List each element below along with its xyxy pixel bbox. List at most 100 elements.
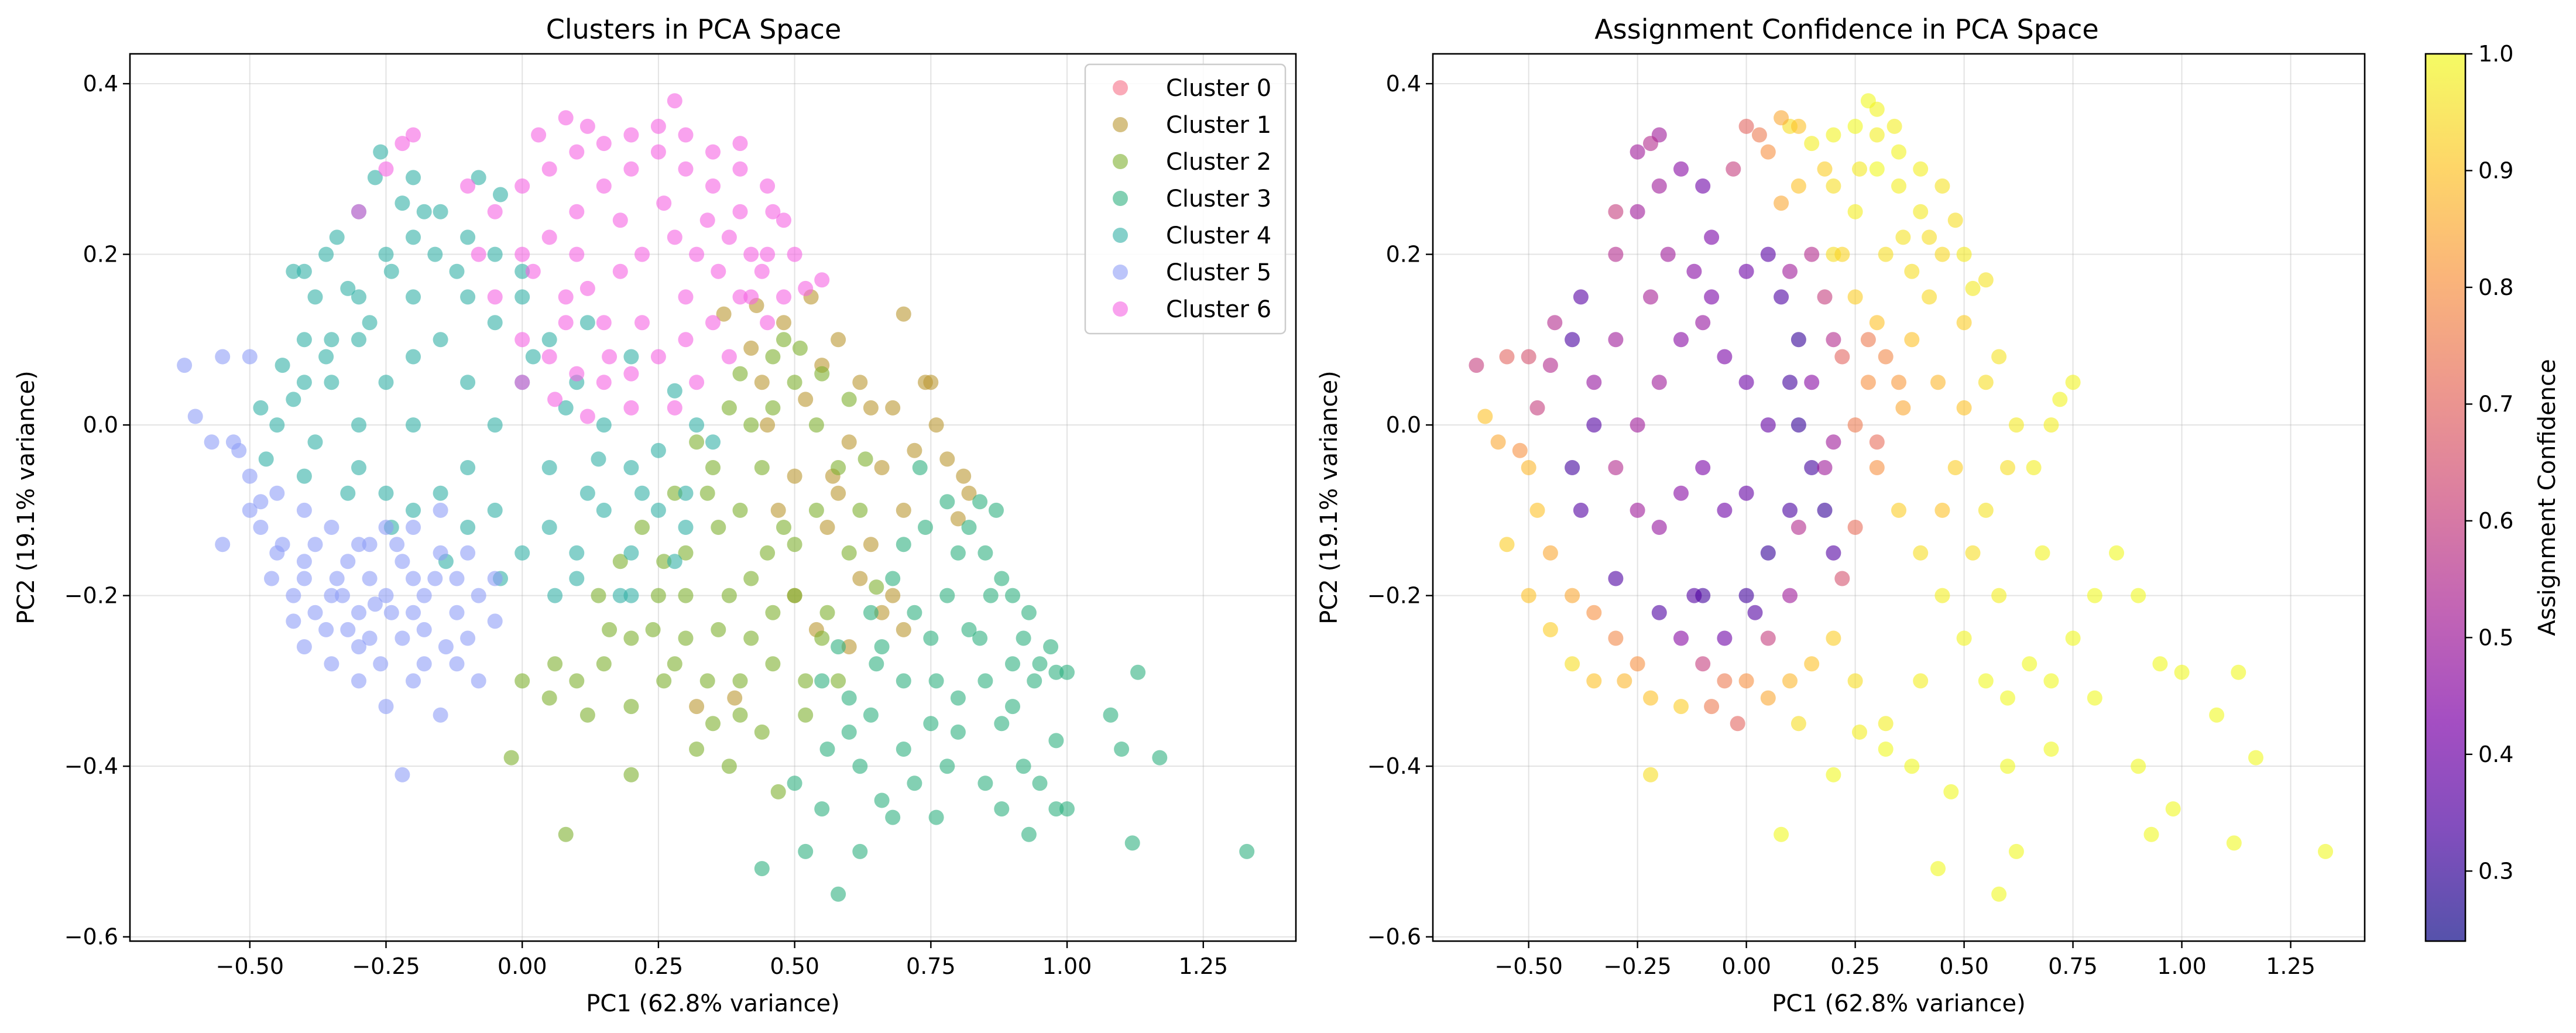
confidence-point [1630,204,1645,219]
confidence-point [1826,434,1841,450]
cluster-3-point [1048,733,1064,749]
cluster-6-point [776,289,791,305]
confidence-point [1947,212,1963,228]
cluster-5-point [373,656,389,672]
confidence-x-tick-label: −0.50 [1494,953,1562,979]
cluster-3-point [994,801,1010,817]
cluster-6-point [760,246,776,262]
cluster-2-point [667,485,682,501]
confidence-point [1826,630,1841,646]
cluster-3-point [896,673,911,689]
cluster-6-point [541,349,557,365]
confidence-point [1934,502,1950,518]
cluster-2-point [831,673,846,689]
confidence-point [1804,656,1820,672]
confidence-point [1512,442,1528,458]
cluster-6-point [623,127,639,143]
cluster-2-point [760,545,776,561]
cluster-3-point [912,460,928,475]
cluster-6-point [743,246,759,262]
cluster-3-point [852,759,868,774]
confidence-point [1774,195,1789,211]
cluster-5-point [215,537,231,552]
clusters-y-tick-label: −0.4 [64,753,118,779]
cluster-6-point [721,229,737,245]
confidence-point [1891,144,1906,160]
confidence-point [1978,502,1994,518]
cluster-2-point [591,588,606,603]
confidence-point [1717,349,1733,365]
clusters-x-tick-label: 0.50 [770,953,819,979]
cluster-5-point [406,520,421,535]
colorbar-frame [2424,53,2467,942]
cluster-2-point [819,605,835,620]
cluster-3-point [1027,673,1042,689]
cluster-4-point [351,417,366,433]
clusters-y-tick-label: 0.4 [83,71,118,97]
cluster-6-point [787,246,802,262]
cluster-6-point [623,400,639,416]
cluster-5-point [427,571,443,586]
legend-label-cluster-5: Cluster 5 [1166,259,1271,286]
cluster-2-point [612,554,628,569]
cluster-5-point [351,605,366,620]
cluster-4-point [406,502,421,518]
confidence-point [1695,315,1711,331]
cluster-6-point [547,392,563,407]
cluster-4-point [514,263,530,279]
cluster-2-point [743,630,759,646]
confidence-point [1542,545,1558,561]
confidence-y-tick-label: −0.2 [1367,583,1421,609]
cluster-4-point [253,400,269,416]
confidence-point [1617,673,1632,689]
cluster-3-point [939,588,955,603]
cluster-3-point [950,724,966,740]
cluster-2-point [754,724,770,740]
cluster-4-point [471,170,486,186]
cluster-2-point [514,673,530,689]
confidence-point [1608,332,1624,348]
cluster-4-point [373,144,389,160]
cluster-2-point [689,434,705,450]
cluster-4-point [487,417,503,433]
confidence-point [1651,375,1667,390]
cluster-6-point [612,263,628,279]
confidence-point [1547,315,1563,331]
cluster-3-point [939,759,955,774]
cluster-2-point [721,400,737,416]
cluster-4-point [416,204,432,219]
cluster-2-point [645,622,661,637]
confidence-point [1477,409,1493,424]
cluster-3-point [869,656,884,672]
cluster-2-point [579,707,595,723]
confidence-point [1922,229,1937,245]
cluster-6-point [471,246,486,262]
confidence-point [1630,417,1645,433]
confidence-point [1695,178,1711,194]
confidence-point [1586,673,1602,689]
confidence-point [1730,716,1745,732]
cluster-4-point [460,289,476,305]
cluster-1-point [923,375,939,390]
cluster-2-point [602,622,618,637]
cluster-4-point [514,289,530,305]
cluster-6-point [541,229,557,245]
cluster-2-point [776,520,791,535]
cluster-4-point [269,417,285,433]
cluster-5-point [383,605,399,620]
cluster-4-point [296,263,312,279]
cluster-6-point [378,161,394,177]
cluster-4-point [449,263,465,279]
cluster-6-point [623,366,639,382]
cluster-3-point [814,801,830,817]
cluster-4-point [318,349,334,365]
cluster-2-point [852,502,868,518]
cluster-5-point [460,545,476,561]
confidence-y-axis: −0.6 −0.4 −0.2 0.0 0.2 0.4 [1367,71,1433,950]
cluster-5-point [395,554,410,569]
cluster-1-point [961,485,977,501]
legend-marker-cluster-5 [1113,265,1128,280]
confidence-point [2174,664,2190,680]
confidence-point [1852,724,1867,740]
cluster-4-point [541,332,557,348]
